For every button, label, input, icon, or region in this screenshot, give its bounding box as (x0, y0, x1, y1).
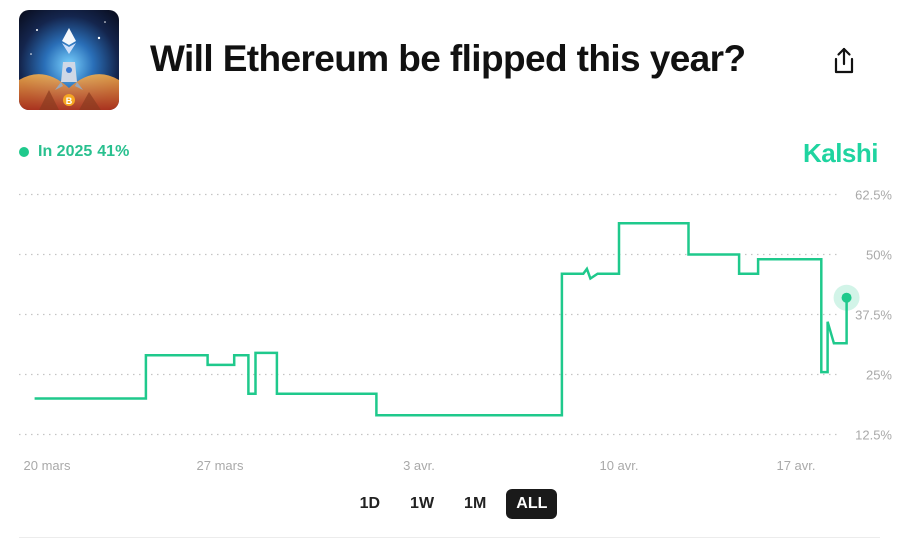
range-button-1m[interactable]: 1M (454, 489, 496, 519)
current-point (841, 292, 852, 303)
svg-text:B: B (66, 96, 73, 106)
y-axis-ticks: 62.5% 50% 37.5% 25% 12.5% (855, 188, 892, 443)
probability-line-chart: 62.5% 50% 37.5% 25% 12.5% 20 mars 27 mars 3 av… (19, 188, 892, 473)
market-title: Will Ethereum be flipped this year? (150, 38, 746, 79)
share-icon (834, 47, 854, 74)
legend-dot (19, 147, 29, 157)
bottom-divider (19, 537, 880, 538)
y-tick-label: 37.5% (855, 308, 892, 323)
chart-series (34, 222, 860, 417)
range-button-1d[interactable]: 1D (350, 489, 390, 519)
x-tick-label: 27 mars (197, 458, 244, 473)
series-line (34, 222, 848, 417)
y-tick-label: 50% (866, 248, 892, 263)
legend-series-name: In 2025 (38, 143, 93, 160)
x-tick-label: 20 mars (24, 458, 71, 473)
y-tick-label: 25% (866, 368, 892, 383)
kalshi-logo: Kalshi (802, 138, 879, 168)
legend-value: 41% (97, 143, 130, 160)
x-tick-label: 10 avr. (599, 458, 638, 473)
range-button-all[interactable]: ALL (506, 489, 558, 519)
x-tick-label: 3 avr. (403, 458, 435, 473)
range-button-1w[interactable]: 1W (400, 489, 444, 519)
market-thumbnail: B (19, 10, 119, 110)
ethereum-rocket-artwork-icon: B (19, 10, 119, 110)
share-button[interactable] (828, 44, 860, 78)
y-tick-label: 12.5% (855, 428, 892, 443)
x-axis-ticks: 20 mars 27 mars 3 avr. 10 avr. 17 avr. (24, 458, 816, 473)
chart-legend: In 2025 41% (19, 143, 129, 161)
x-tick-label: 17 avr. (776, 458, 815, 473)
y-tick-label: 62.5% (855, 188, 892, 203)
time-range-selector: 1D 1W 1M ALL (0, 489, 907, 519)
